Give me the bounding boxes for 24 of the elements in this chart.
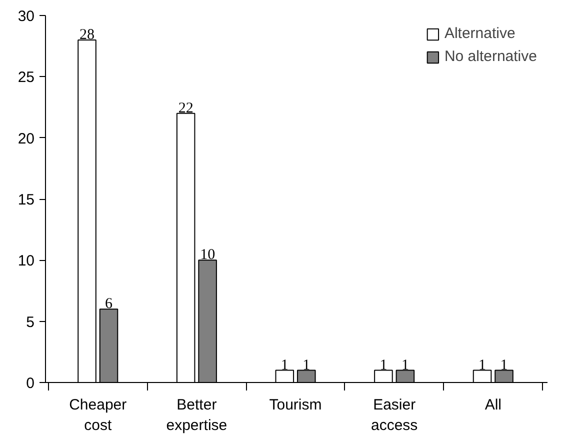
data-label: 1: [280, 357, 288, 374]
y-tick-label: 5: [26, 314, 34, 331]
data-label: 1: [500, 357, 508, 374]
y-tick-label: 15: [18, 192, 35, 208]
y-tick-label: 20: [18, 130, 35, 148]
y-tick-label: 30: [18, 8, 35, 25]
x-tick-label: Tourism: [269, 396, 322, 414]
data-label: 10: [200, 247, 216, 264]
y-tick-label: 0: [26, 375, 34, 392]
data-label: 1: [401, 357, 409, 374]
x-tick-label: Cheaper cost: [69, 396, 127, 434]
legend-label: No alternative: [444, 48, 537, 65]
data-label: 6: [104, 296, 113, 312]
x-tick-label: Easier access: [370, 396, 418, 434]
data-label: 22: [178, 100, 194, 116]
data-label: 28: [80, 26, 95, 43]
data-label: 1: [478, 357, 486, 374]
y-tick-label: 10: [18, 252, 35, 270]
x-tick-label: All: [484, 396, 502, 414]
data-label: 1: [380, 357, 388, 374]
data-label: 1: [302, 357, 310, 374]
x-tick-label: Better expertise: [166, 396, 228, 434]
y-tick-label: 25: [18, 69, 35, 86]
legend-label: Alternative: [444, 25, 516, 42]
